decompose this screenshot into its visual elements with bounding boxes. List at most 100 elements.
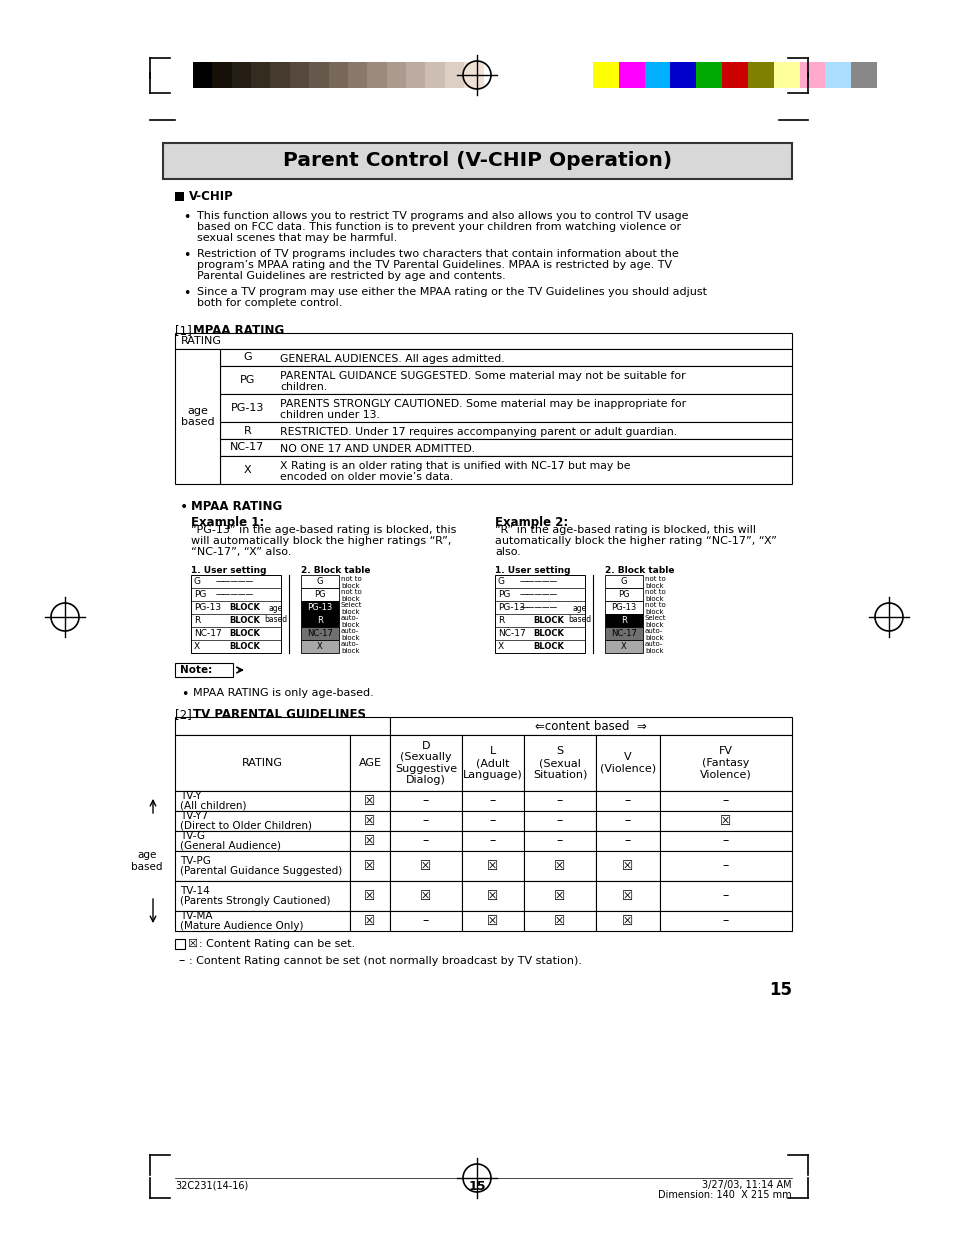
Text: based on FCC data. This function is to prevent your children from watching viole: based on FCC data. This function is to p… <box>196 222 680 232</box>
Bar <box>444 62 464 88</box>
Text: also.: also. <box>495 547 520 557</box>
Bar <box>163 143 791 179</box>
Bar <box>386 62 406 88</box>
Text: –: – <box>489 835 496 847</box>
Text: ☒: ☒ <box>554 860 565 872</box>
Text: –: – <box>624 815 631 827</box>
Text: age
based: age based <box>132 850 163 872</box>
Text: X: X <box>316 642 322 651</box>
Text: R: R <box>193 616 200 625</box>
Bar <box>301 576 338 588</box>
Text: PG: PG <box>497 590 510 599</box>
Text: ☒: ☒ <box>487 914 498 927</box>
Bar <box>301 640 338 653</box>
Bar <box>596 881 659 911</box>
Bar <box>174 790 350 811</box>
Text: age
based: age based <box>567 604 590 624</box>
Text: PG-13: PG-13 <box>497 603 524 613</box>
Text: not to
block: not to block <box>340 576 361 589</box>
Text: NO ONE 17 AND UNDER ADMITTED.: NO ONE 17 AND UNDER ADMITTED. <box>280 445 475 454</box>
Text: –: – <box>557 815 562 827</box>
Text: R: R <box>316 616 323 625</box>
Text: D
(Sexually
Suggestive
Dialog): D (Sexually Suggestive Dialog) <box>395 741 456 785</box>
Bar <box>464 62 483 88</box>
Text: (Parents Strongly Cautioned): (Parents Strongly Cautioned) <box>180 897 330 906</box>
Text: PG: PG <box>239 375 254 385</box>
Text: children under 13.: children under 13. <box>280 410 379 420</box>
Bar <box>604 576 642 588</box>
Text: X: X <box>243 466 251 475</box>
Text: PG-13: PG-13 <box>611 603 636 613</box>
Bar <box>523 881 596 911</box>
Bar <box>301 601 338 614</box>
Bar <box>670 62 696 88</box>
Text: ☒: ☒ <box>621 860 633 872</box>
Bar <box>593 62 618 88</box>
Bar <box>174 939 185 948</box>
Bar <box>220 350 791 366</box>
Text: MPAA RATING is only age-based.: MPAA RATING is only age-based. <box>193 688 374 698</box>
Text: TV-Y: TV-Y <box>180 790 201 802</box>
Bar <box>604 627 642 640</box>
Bar <box>350 831 390 851</box>
Bar <box>174 718 390 735</box>
Text: sexual scenes that may be harmful.: sexual scenes that may be harmful. <box>196 233 396 243</box>
Text: AGE: AGE <box>358 758 381 768</box>
Text: –: – <box>722 794 728 808</box>
Text: NC-17: NC-17 <box>307 629 333 638</box>
Text: –: – <box>557 794 562 808</box>
Bar <box>174 663 233 677</box>
Text: 1. User setting: 1. User setting <box>495 566 570 576</box>
Text: Example 2:: Example 2: <box>495 516 568 529</box>
Bar <box>220 394 791 422</box>
Bar <box>348 62 367 88</box>
Text: G: G <box>243 352 252 363</box>
Text: auto-
block: auto- block <box>644 641 663 655</box>
Text: S
(Sexual
Situation): S (Sexual Situation) <box>533 746 587 779</box>
Bar <box>174 831 350 851</box>
Text: (Parental Guidance Suggested): (Parental Guidance Suggested) <box>180 866 342 876</box>
Text: (Direct to Older Children): (Direct to Older Children) <box>180 821 312 831</box>
Bar <box>301 614 338 627</box>
Text: •: • <box>183 249 191 262</box>
Text: TV-G: TV-G <box>180 831 205 841</box>
Bar <box>659 851 791 881</box>
Text: GENERAL AUDIENCES. All ages admitted.: GENERAL AUDIENCES. All ages admitted. <box>280 354 504 364</box>
Text: [2]: [2] <box>174 708 195 721</box>
Bar <box>271 62 290 88</box>
Text: –: – <box>624 794 631 808</box>
Bar <box>390 881 461 911</box>
Text: Example 1:: Example 1: <box>191 516 264 529</box>
Text: –: – <box>489 815 496 827</box>
Text: not to
block: not to block <box>644 589 665 601</box>
Text: –: – <box>722 889 728 903</box>
Bar <box>596 831 659 851</box>
Text: ☒: ☒ <box>420 889 431 903</box>
Text: ⇐content based  ⇒: ⇐content based ⇒ <box>535 720 646 732</box>
Bar <box>406 62 425 88</box>
Text: ☒: ☒ <box>420 860 431 872</box>
Bar <box>174 333 791 350</box>
Bar <box>596 911 659 931</box>
Text: 3/27/03, 11:14 AM: 3/27/03, 11:14 AM <box>701 1179 791 1191</box>
Bar <box>523 831 596 851</box>
Bar <box>390 831 461 851</box>
Bar <box>220 456 791 484</box>
Text: ☒: ☒ <box>187 939 196 948</box>
Bar <box>696 62 721 88</box>
Text: BLOCK: BLOCK <box>533 616 563 625</box>
Text: automatically block the higher rating “NC-17”, “X”: automatically block the higher rating “N… <box>495 536 776 546</box>
Text: Note:: Note: <box>180 664 212 676</box>
Text: children.: children. <box>280 382 327 391</box>
Text: BLOCK: BLOCK <box>533 642 563 651</box>
Bar <box>390 790 461 811</box>
Bar <box>659 911 791 931</box>
Text: will automatically block the higher ratings “R”,: will automatically block the higher rati… <box>191 536 451 546</box>
Text: –: – <box>422 794 429 808</box>
Bar <box>191 576 281 653</box>
Bar <box>174 911 350 931</box>
Text: •: • <box>180 500 188 514</box>
Bar <box>350 911 390 931</box>
Text: 1. User setting: 1. User setting <box>191 566 266 576</box>
Bar <box>659 831 791 851</box>
